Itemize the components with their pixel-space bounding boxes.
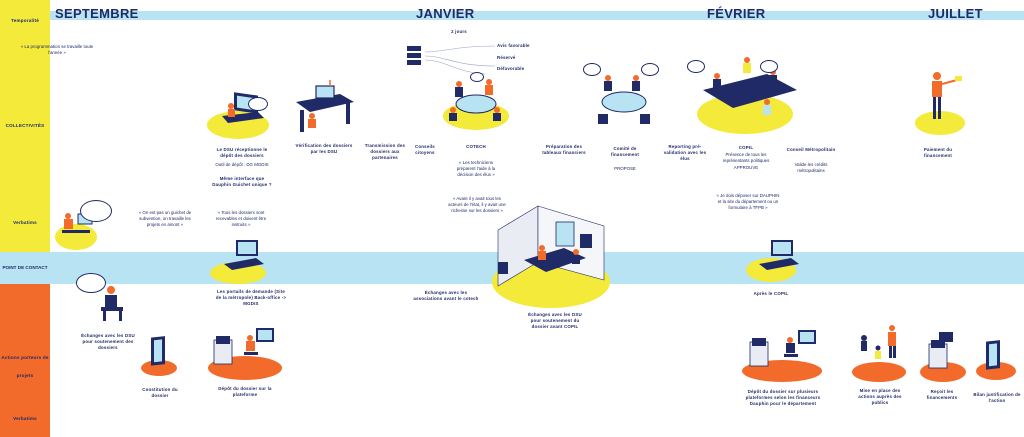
office-room-icon bbox=[497, 205, 605, 287]
label-paiement: Paiement du financement bbox=[923, 147, 953, 158]
speech-bubble-icon bbox=[76, 273, 106, 293]
label-transmission: Transmission des dossiers aux partenaire… bbox=[364, 143, 406, 160]
verbatim-dauphin: « Je dois déposer sur DAUPHIN et la site… bbox=[716, 193, 780, 211]
meeting-table-icon bbox=[598, 75, 650, 124]
workstation-icon bbox=[296, 80, 354, 132]
label-avis-favorable: Avis favorable bbox=[497, 43, 530, 48]
lane-label-point-de-contact: POINT DE CONTACT bbox=[2, 265, 48, 271]
label-cotech: COTECH bbox=[466, 144, 486, 149]
label-comite: Comité de financement bbox=[610, 146, 640, 157]
label-depot: Dépôt du dossier sur la plateforme bbox=[218, 386, 272, 397]
lane-porteurs-bg bbox=[0, 284, 50, 437]
speech-bubble-icon bbox=[80, 200, 112, 222]
label-portails: Les portails de demande (Site de la métr… bbox=[215, 289, 287, 306]
label-conseil-metro-sub: Valide les crédits métropolitains bbox=[794, 162, 828, 173]
blob-verbatim-person bbox=[55, 224, 97, 250]
label-verification: Vérification des dossiers par les DSU bbox=[295, 143, 353, 154]
label-comite-sub: PROPOSE bbox=[614, 166, 636, 171]
meeting-table-icon bbox=[449, 79, 501, 121]
database-icon bbox=[407, 46, 421, 65]
label-apres-copil: Après le COPIL bbox=[753, 291, 789, 296]
label-recoit: Reçoit les financements bbox=[926, 389, 958, 400]
blob-portails bbox=[210, 262, 266, 284]
label-copil-sub: Présence de tous les représentants polit… bbox=[722, 152, 770, 163]
speech-bubble-icon bbox=[248, 97, 268, 111]
computer-desk-icon bbox=[928, 332, 953, 369]
document-icon bbox=[151, 336, 165, 366]
speech-bubble-icon bbox=[687, 60, 705, 73]
verbatim-dossiers: « Tous les dossiers sont recevables et d… bbox=[215, 210, 267, 228]
speech-bubble-icon bbox=[641, 63, 659, 76]
person-paying-icon bbox=[932, 72, 962, 119]
speech-bubble-icon bbox=[583, 63, 601, 76]
people-group-icon bbox=[861, 325, 896, 359]
label-dsu-receptionne: Le DSU réceptionne le dépôt des dossiers bbox=[216, 147, 268, 158]
label-mise-en-place: Mise en place des actions auprès des pub… bbox=[858, 388, 902, 405]
label-echanges-dsu: Échanges avec les DSU pour soutenement d… bbox=[528, 312, 582, 329]
label-echanges-associations: Échanges avec les associations avant le … bbox=[413, 290, 479, 301]
label-conseils: Conseils citoyens bbox=[415, 144, 435, 155]
label-bilan: Bilan justification de l'action bbox=[973, 392, 1021, 403]
document-icon bbox=[986, 340, 1000, 370]
blob-mise-en-place bbox=[852, 362, 906, 382]
label-dsu-receptionne-sub: Outil de dépôt : DG MGDIS bbox=[215, 162, 269, 167]
label-preparation: Préparation des tableaux financiers bbox=[542, 144, 586, 155]
verbatim-acteurs: « Avant il y avait tous les acteurs de l… bbox=[448, 196, 506, 214]
speech-bubble-icon bbox=[470, 72, 484, 82]
lane-point-de-contact: POINT DE CONTACT bbox=[0, 252, 50, 284]
lane-label-porteurs: Actions porteurs de projets bbox=[1, 355, 49, 378]
lane-label-temporalite: Temporalité bbox=[11, 18, 39, 23]
label-meme-interface: Même interface que Dauphin Guichet uniqu… bbox=[212, 176, 272, 187]
label-copil: COPIL bbox=[738, 145, 754, 150]
lane-label-verbatims-bottom: Verbatims bbox=[13, 416, 37, 421]
person-seated-icon bbox=[101, 286, 123, 321]
blob-constitution bbox=[141, 360, 177, 376]
label-defavorable: Défavorable bbox=[497, 66, 525, 71]
label-constitution: Constitution du dossier bbox=[142, 387, 178, 398]
timeline-band bbox=[50, 11, 1024, 20]
label-depot-multi: Dépôt du dossier sur plusieurs plateform… bbox=[745, 389, 821, 406]
person-computer-icon bbox=[749, 330, 816, 367]
label-deux-jours: 2 jours bbox=[451, 29, 467, 34]
computer-icon bbox=[224, 240, 264, 270]
lane-label-verbatims-top: Verbatims bbox=[13, 220, 37, 225]
copil-meeting-icon bbox=[703, 57, 797, 115]
label-reporting: Reporting pré-validation avec les élus bbox=[663, 144, 707, 161]
quote-programmation: « La programmation se travaille toute l'… bbox=[20, 44, 94, 56]
label-conseil-metro: Conseil Métropolitain bbox=[786, 147, 836, 152]
person-computer-icon bbox=[213, 328, 274, 365]
verbatim-guichet: « On est pas un guichet de subvention, o… bbox=[138, 210, 192, 228]
month-juillet: JUILLET bbox=[928, 6, 983, 21]
month-fevrier: FÉVRIER bbox=[707, 6, 766, 21]
label-porteurs-echanges: Échanges avec les DSU pour soutenement d… bbox=[81, 333, 135, 350]
speech-bubble-icon bbox=[760, 60, 778, 73]
lane-label-collectivites: COLLECTIVITÉS bbox=[5, 123, 45, 128]
label-reserve: Réservé bbox=[497, 55, 516, 60]
month-septembre: SEPTEMBRE bbox=[55, 6, 139, 21]
label-copil-sub2: APPROUVE bbox=[733, 165, 759, 170]
verbatim-techniciens: « Les techniciens préparent l'aide à la … bbox=[456, 160, 496, 178]
lane-collectivites-bg bbox=[0, 0, 50, 252]
month-janvier: JANVIER bbox=[416, 6, 475, 21]
computer-icon bbox=[759, 240, 799, 270]
